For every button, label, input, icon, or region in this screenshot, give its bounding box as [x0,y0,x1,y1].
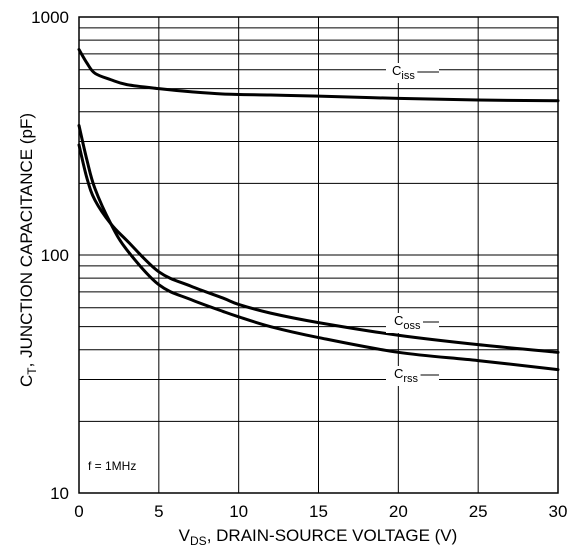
series-label-bg [386,313,439,333]
y-axis-title-rest: , JUNCTION CAPACITANCE (pF) [17,113,36,367]
series-label-oss: Coss [394,313,421,332]
x-tick-label: 5 [154,502,163,521]
x-tick-label: 20 [389,502,408,521]
plot-frame [78,16,559,494]
series-line-oss [77,143,560,354]
grid [78,16,559,494]
x-axis-title: VDS, DRAIN-SOURCE VOLTAGE (V) [179,526,458,548]
series-label-bg [386,366,439,386]
series-label-rss: Crss [394,366,419,385]
y-axis-title-sub: T [25,367,39,375]
x-tick-label: 15 [309,502,328,521]
series-line-rss [77,124,560,372]
y-tick-label: 10 [50,484,69,503]
x-tick-label: 0 [74,502,83,521]
x-axis-title-sub: DS [190,534,207,548]
y-tick-label: 100 [41,246,69,265]
series-label-iss: Ciss [392,63,415,82]
series-line-iss [77,48,560,103]
x-tick-label: 25 [469,502,488,521]
x-axis-title-rest: , DRAIN-SOURCE VOLTAGE (V) [207,526,458,545]
curves [77,48,560,372]
frequency-note: f = 1MHz [88,459,136,473]
x-tick-label: 10 [229,502,248,521]
tick-labels: 0 5 10 15 20 25 30 10 100 1000 [31,8,567,521]
x-tick-label: 30 [549,502,568,521]
series-labels: Ciss Coss Crss [386,63,439,386]
y-axis-title-main: C [17,375,36,387]
y-tick-label: 1000 [31,8,69,27]
x-axis-title-main: V [179,526,191,545]
series-label-bg [386,63,439,83]
y-axis-title: CT, JUNCTION CAPACITANCE (pF) [17,113,39,387]
